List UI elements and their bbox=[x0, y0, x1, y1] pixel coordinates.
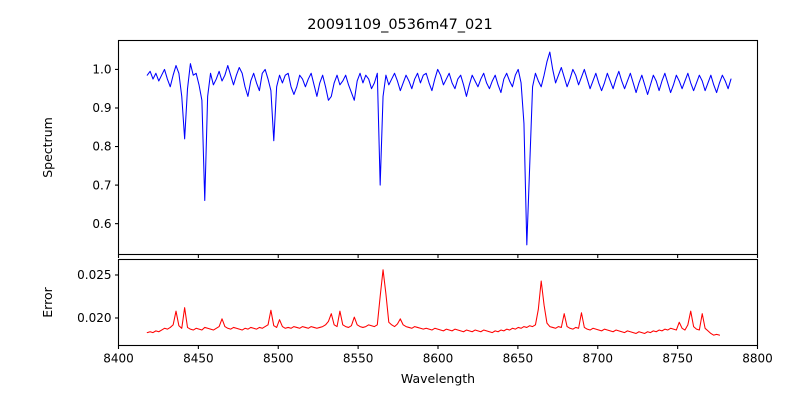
spectrum-data-line bbox=[146, 51, 732, 246]
error-x-ticks: 8400 8450 8500 8550 8600 8650 8700 8750 8800 bbox=[103, 345, 773, 366]
spectrum-y-tick-label: 0.7 bbox=[92, 178, 111, 192]
x-tick-label: 8450 bbox=[183, 352, 214, 366]
error-data-line bbox=[146, 269, 721, 336]
x-tick-label: 8750 bbox=[662, 352, 693, 366]
x-tick-label: 8500 bbox=[263, 352, 294, 366]
spectrum-y-axis-label: Spectrum bbox=[40, 117, 55, 178]
error-y-tick-label: 0.020 bbox=[77, 311, 111, 325]
x-tick-label: 8400 bbox=[103, 352, 134, 366]
error-y-ticks: 0.020 0.025 bbox=[77, 268, 119, 325]
error-y-axis-label: Error bbox=[40, 286, 55, 317]
spectrum-y-tick-label: 0.6 bbox=[92, 217, 111, 231]
x-tick-label: 8800 bbox=[742, 352, 773, 366]
spectrum-y-tick-label: 0.9 bbox=[92, 101, 111, 115]
chart-title: 20091109_0536m47_021 bbox=[307, 17, 492, 33]
x-tick-label: 8650 bbox=[503, 352, 534, 366]
x-tick-label: 8550 bbox=[343, 352, 374, 366]
x-tick-label: 8600 bbox=[423, 352, 454, 366]
x-axis-label: Wavelength bbox=[401, 371, 475, 386]
x-tick-label: 8700 bbox=[582, 352, 613, 366]
spectrum-y-ticks: 0.6 0.7 0.8 0.9 1.0 bbox=[92, 63, 759, 258]
spectrum-y-tick-label: 1.0 bbox=[92, 63, 111, 77]
error-axes-frame bbox=[117, 258, 759, 347]
spectrum-y-tick-label: 0.8 bbox=[92, 140, 111, 154]
error-y-tick-label: 0.025 bbox=[77, 268, 111, 282]
spectrum-axes-frame bbox=[117, 39, 759, 256]
spectrum-panel: 0.6 0.7 0.8 0.9 1.0 Spectrum bbox=[40, 39, 759, 258]
